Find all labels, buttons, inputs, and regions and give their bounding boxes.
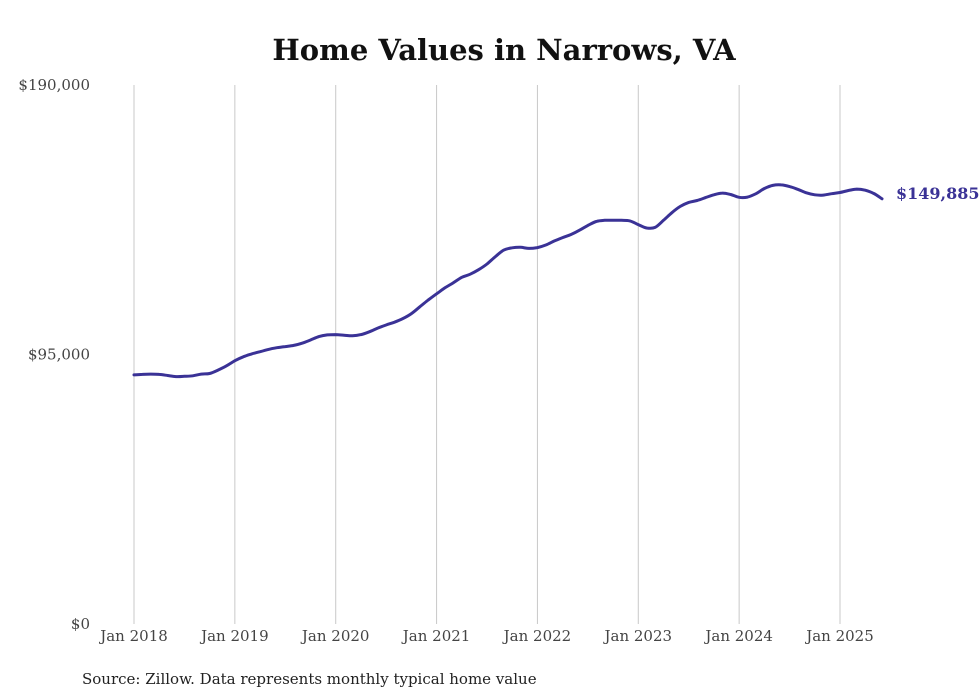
y-tick-label-0: $0	[71, 615, 90, 633]
x-gridlines	[133, 85, 841, 624]
y-axis-ticks: $0 $95,000 $190,000	[18, 76, 90, 633]
x-tick-label-2021-01: Jan 2021	[401, 627, 471, 645]
series-line-0	[132, 183, 884, 379]
series-lines	[132, 183, 884, 379]
y-tick-label-95000: $95,000	[28, 346, 90, 364]
x-axis-ticks: Jan 2018 Jan 2019 Jan 2020 Jan 2021 Jan 2022…	[98, 627, 874, 645]
x-tick-label-2025-01: Jan 2025	[804, 627, 874, 645]
end-labels: $149,885	[896, 184, 980, 203]
chart-title: Home Values in Narrows, VA	[272, 33, 736, 67]
x-tick-label-2018-01: Jan 2018	[98, 627, 168, 645]
end-value-label: $149,885	[896, 184, 980, 203]
source-note: Source: Zillow. Data represents monthly …	[82, 670, 537, 688]
y-tick-label-190000: $190,000	[18, 76, 90, 94]
x-tick-label-2019-01: Jan 2019	[199, 627, 269, 645]
x-tick-label-2022-01: Jan 2022	[502, 627, 572, 645]
x-tick-label-2024-01: Jan 2024	[703, 627, 773, 645]
x-tick-label-2023-01: Jan 2023	[603, 627, 673, 645]
x-tick-label-2020-01: Jan 2020	[300, 627, 370, 645]
